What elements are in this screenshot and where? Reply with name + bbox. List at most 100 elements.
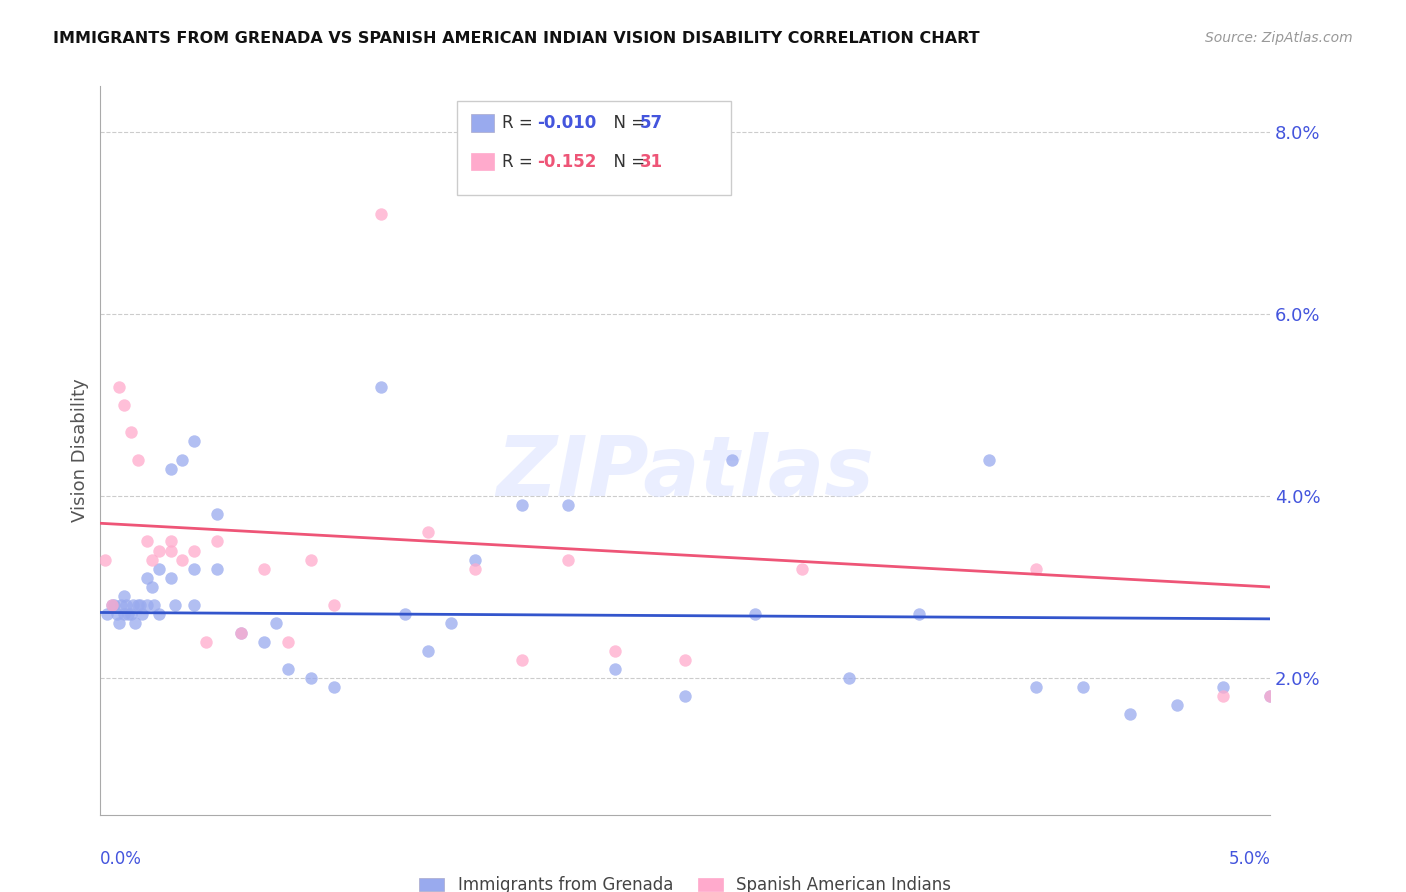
Point xyxy=(94,552,117,566)
Point xyxy=(136,571,159,585)
Text: N =: N = xyxy=(603,114,651,132)
Point xyxy=(112,607,135,622)
Point xyxy=(744,607,766,622)
Text: Source: ZipAtlas.com: Source: ZipAtlas.com xyxy=(1205,31,1353,45)
Point xyxy=(370,207,392,221)
Y-axis label: Vision Disability: Vision Disability xyxy=(72,378,89,523)
Point xyxy=(603,644,626,658)
Point xyxy=(1212,690,1234,704)
Point xyxy=(721,452,744,467)
Point xyxy=(1119,707,1142,722)
Text: 5.0%: 5.0% xyxy=(1229,850,1270,868)
Point xyxy=(141,580,163,594)
Point xyxy=(183,598,205,612)
Point xyxy=(183,543,205,558)
Point xyxy=(101,598,124,612)
Point xyxy=(394,607,416,622)
Point xyxy=(1025,680,1047,694)
Point xyxy=(101,598,124,612)
Point xyxy=(136,534,159,549)
Point xyxy=(464,562,486,576)
Point xyxy=(207,507,229,521)
Point xyxy=(1071,680,1094,694)
Point xyxy=(112,398,135,412)
Text: 31: 31 xyxy=(640,153,664,170)
Point xyxy=(159,571,181,585)
Point xyxy=(120,607,142,622)
Point xyxy=(673,690,696,704)
Text: ZIPatlas: ZIPatlas xyxy=(496,432,875,513)
Point xyxy=(115,598,138,612)
Point xyxy=(1258,690,1281,704)
Point xyxy=(183,562,205,576)
Point xyxy=(127,452,149,467)
Text: IMMIGRANTS FROM GRENADA VS SPANISH AMERICAN INDIAN VISION DISABILITY CORRELATION: IMMIGRANTS FROM GRENADA VS SPANISH AMERI… xyxy=(53,31,980,46)
Point xyxy=(299,552,322,566)
Point xyxy=(510,653,533,667)
Point xyxy=(110,598,132,612)
Point xyxy=(96,607,118,622)
Text: 57: 57 xyxy=(640,114,664,132)
Point xyxy=(129,598,152,612)
Point xyxy=(792,562,814,576)
Point xyxy=(603,662,626,676)
Point xyxy=(148,543,170,558)
Point xyxy=(1025,562,1047,576)
Point xyxy=(148,562,170,576)
Point xyxy=(159,461,181,475)
Point xyxy=(131,607,153,622)
Point xyxy=(510,498,533,512)
Point xyxy=(299,671,322,685)
Point xyxy=(105,607,128,622)
Point xyxy=(127,598,149,612)
Point xyxy=(159,534,181,549)
Point xyxy=(172,552,194,566)
Point xyxy=(838,671,860,685)
Point xyxy=(108,616,131,631)
Point xyxy=(229,625,252,640)
Point xyxy=(557,498,579,512)
Point xyxy=(122,598,145,612)
Point xyxy=(416,525,439,540)
Point xyxy=(908,607,931,622)
Point xyxy=(112,589,135,603)
Point xyxy=(183,434,205,449)
Point xyxy=(136,598,159,612)
Point xyxy=(253,634,276,648)
Point xyxy=(117,607,139,622)
Point xyxy=(1258,690,1281,704)
Text: R =: R = xyxy=(502,114,538,132)
Point xyxy=(673,653,696,667)
Text: R =: R = xyxy=(502,153,538,170)
Point xyxy=(253,562,276,576)
Point xyxy=(120,425,142,440)
Point xyxy=(464,552,486,566)
Point xyxy=(264,616,287,631)
Point xyxy=(124,616,146,631)
Point xyxy=(277,634,299,648)
Point xyxy=(165,598,187,612)
Text: 0.0%: 0.0% xyxy=(100,850,142,868)
Text: N =: N = xyxy=(603,153,651,170)
Text: -0.152: -0.152 xyxy=(537,153,596,170)
Point xyxy=(108,380,131,394)
Point xyxy=(159,543,181,558)
Point xyxy=(323,598,346,612)
Point xyxy=(143,598,166,612)
Point xyxy=(1212,680,1234,694)
Point xyxy=(1166,698,1188,713)
Point xyxy=(103,598,125,612)
Point xyxy=(141,552,163,566)
Point xyxy=(323,680,346,694)
Point xyxy=(148,607,170,622)
Point xyxy=(557,552,579,566)
Point xyxy=(207,534,229,549)
Point xyxy=(416,644,439,658)
Point xyxy=(229,625,252,640)
Point xyxy=(440,616,463,631)
Point xyxy=(172,452,194,467)
Point xyxy=(370,380,392,394)
Point xyxy=(979,452,1001,467)
Point xyxy=(277,662,299,676)
Text: -0.010: -0.010 xyxy=(537,114,596,132)
